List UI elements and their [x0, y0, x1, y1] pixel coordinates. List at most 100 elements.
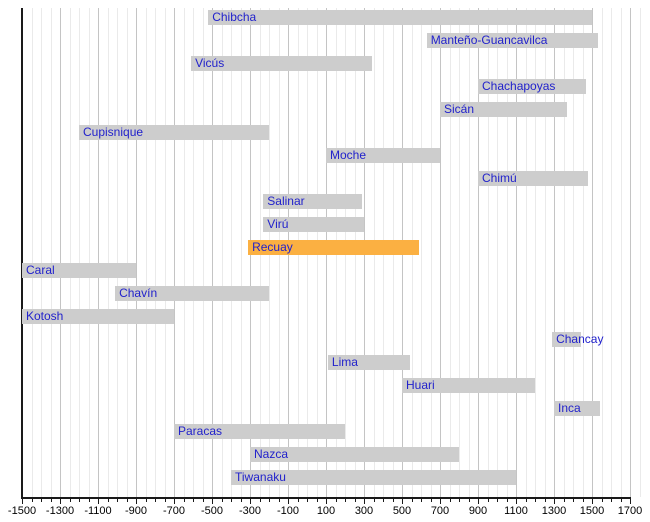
bar-label-moche[interactable]: Moche — [330, 148, 367, 162]
timeline-bar-lima: Lima — [327, 355, 410, 370]
bar-label-chavi-n[interactable]: Chavín — [119, 286, 158, 300]
axis-major-tick — [592, 499, 593, 504]
gridline-minor — [88, 8, 90, 497]
timeline-bar-chancay: Chancay — [552, 332, 603, 347]
axis-minor-tick — [525, 499, 527, 502]
axis-major-tick — [516, 499, 517, 504]
bar-label-nazca[interactable]: Nazca — [254, 447, 289, 461]
axis-minor-tick — [126, 499, 128, 502]
axis-tick-label: 100 — [316, 505, 336, 517]
axis-tick-label: -500 — [200, 505, 224, 517]
timeline-bar-chibcha: Chibcha — [208, 10, 592, 25]
gridline-minor — [582, 8, 584, 497]
axis-tick-label: -1100 — [84, 505, 112, 517]
gridline-minor — [639, 8, 641, 497]
timeline-bar-inca: Inca — [554, 401, 600, 416]
gridline-major — [174, 8, 175, 497]
axis-minor-tick — [354, 499, 356, 502]
axis-minor-tick — [193, 499, 194, 502]
bar-label-kotosh[interactable]: Kotosh — [26, 309, 64, 323]
gridline-minor — [126, 8, 128, 497]
bar-label-chimu[interactable]: Chimú — [482, 171, 517, 185]
gridline-minor — [164, 8, 166, 497]
axis-tick-label: 1100 — [504, 505, 528, 517]
axis-major-tick — [212, 499, 213, 504]
axis-major-tick — [98, 499, 99, 504]
axis-minor-tick — [307, 499, 308, 502]
gridline-minor — [117, 8, 118, 497]
axis-minor-tick — [459, 499, 460, 502]
bar-label-salinar[interactable]: Salinar — [267, 194, 305, 208]
axis-major-tick — [554, 499, 555, 504]
gridline-minor — [183, 8, 185, 497]
axis-minor-tick — [278, 499, 280, 502]
axis-minor-tick — [221, 499, 223, 502]
axis-tick-label: -1300 — [45, 505, 75, 517]
axis-minor-tick — [107, 499, 109, 502]
gridline-minor — [231, 8, 232, 497]
axis-major-tick — [440, 499, 441, 504]
axis-major-tick — [478, 499, 479, 504]
gridline-minor — [31, 8, 33, 497]
axis-major-tick — [22, 499, 23, 504]
bar-label-sica-n[interactable]: Sicán — [444, 102, 475, 116]
bar-label-recuay[interactable]: Recuay — [252, 240, 293, 254]
axis-minor-tick — [145, 499, 147, 502]
bar-label-manten-o-guancavilca[interactable]: Manteño-Guancavilca — [430, 33, 548, 47]
gridline-minor — [459, 8, 460, 497]
axis-tick-label: 1700 — [617, 505, 643, 517]
bar-label-paracas[interactable]: Paracas — [178, 424, 223, 438]
axis-tick-label: -900 — [124, 505, 148, 517]
bar-label-huari[interactable]: Huari — [406, 378, 435, 392]
axis-tick-label: 300 — [354, 505, 374, 517]
bar-label-tiwanaku[interactable]: Tiwanaku — [235, 470, 286, 484]
bar-label-chancay[interactable]: Chancay — [556, 332, 604, 346]
timeline-bar-recuay: Recuay — [248, 240, 420, 255]
axis-minor-tick — [50, 499, 52, 502]
axis-tick-label: 1500 — [579, 505, 605, 517]
timeline-bar-tiwanaku: Tiwanaku — [231, 470, 516, 485]
axis-minor-tick — [468, 499, 470, 502]
gridline-minor — [535, 8, 536, 497]
gridline-minor — [611, 8, 612, 497]
bar-label-lima[interactable]: Lima — [331, 355, 358, 369]
gridline-minor — [41, 8, 42, 497]
axis-tick-label: -100 — [276, 505, 300, 517]
axis-minor-tick — [573, 499, 574, 502]
gridline-major — [478, 8, 479, 497]
axis-minor-tick — [240, 499, 242, 502]
bar-label-chibcha[interactable]: Chibcha — [212, 10, 257, 24]
bar-label-caral[interactable]: Caral — [26, 263, 55, 277]
gridline-minor — [155, 8, 156, 497]
gridline-minor — [497, 8, 498, 497]
axis-minor-tick — [449, 499, 451, 502]
axis-tick-label: -300 — [238, 505, 262, 517]
timeline-bar-salinar: Salinar — [263, 194, 363, 209]
gridline-minor — [145, 8, 147, 497]
gridline-minor — [430, 8, 432, 497]
axis-minor-tick — [497, 499, 498, 502]
timeline-bar-paracas: Paracas — [174, 424, 345, 439]
gridline-minor — [107, 8, 109, 497]
axis-minor-tick — [316, 499, 318, 502]
axis-minor-tick — [535, 499, 536, 502]
timeline-bar-chachapoyas: Chachapoyas — [478, 79, 587, 94]
bar-label-inca[interactable]: Inca — [558, 401, 581, 415]
axis-minor-tick — [611, 499, 612, 502]
gridline-major — [592, 8, 593, 497]
timeline-bar-caral: Caral — [22, 263, 136, 278]
axis-tick-label: 500 — [392, 505, 412, 517]
bar-label-cupisnique[interactable]: Cupisnique — [83, 125, 144, 139]
axis-major-tick — [250, 499, 251, 504]
axis-minor-tick — [430, 499, 432, 502]
axis-major-tick — [630, 499, 631, 504]
axis-tick-label: 1300 — [541, 505, 567, 517]
gridline-minor — [79, 8, 80, 497]
bar-label-viru[interactable]: Virú — [267, 217, 289, 231]
axis-minor-tick — [383, 499, 384, 502]
bar-label-vicu-s[interactable]: Vicús — [195, 56, 225, 70]
bar-label-chachapoyas[interactable]: Chachapoyas — [482, 79, 556, 93]
axis-major-tick — [288, 499, 289, 504]
axis-tick-label: -1500 — [7, 505, 37, 517]
